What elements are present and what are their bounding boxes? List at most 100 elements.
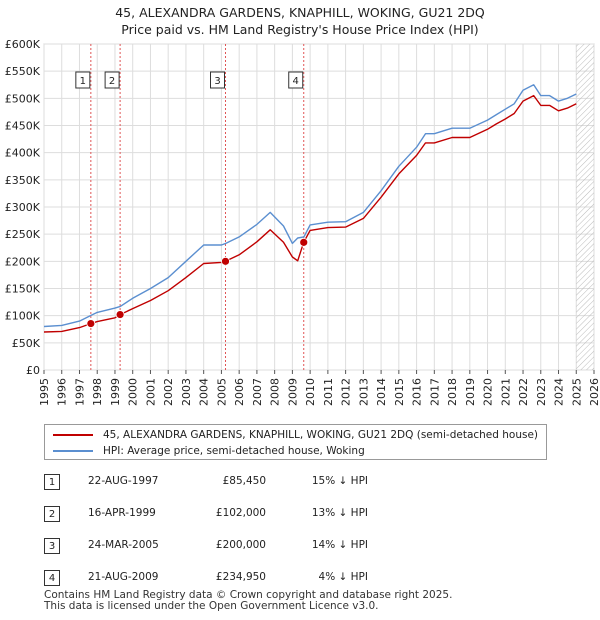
x-tick-label: 2019 [464,378,477,406]
x-tick-label: 2006 [233,378,246,406]
legend-item-hpi: HPI: Average price, semi-detached house,… [53,443,365,459]
x-tick-label: 2001 [144,378,157,406]
title-line-1: 45, ALEXANDRA GARDENS, KNAPHILL, WOKING,… [115,5,485,20]
sale-marker-boxes: 1 2 3 4 [75,71,304,89]
sale-point [86,319,96,328]
sales-row: 3 24-MAR-2005 £200,000 14% ↓ HPI [44,538,564,558]
y-axis-labels: £0 £50K £100K £150K £200K £250K £300K £350K £400… [5,38,41,377]
sale-point [221,256,230,266]
sale-marker-box [104,71,120,89]
x-tick-label: 2016 [411,378,424,406]
legend: 45, ALEXANDRA GARDENS, KNAPHILL, WOKING,… [44,424,547,460]
sale-hpi-diff: 13% ↓ HPI [311,507,368,519]
y-tick-label: £450K [5,120,41,133]
y-tick-label: £200K [5,255,41,268]
sale-marker-label: 1 [80,76,86,87]
sale-hpi-diff: 14% ↓ HPI [311,539,368,551]
sale-number-badge: 1 [44,474,60,490]
y-tick-label: £250K [5,228,41,241]
y-tick-label: £600K [5,38,41,51]
forecast-hatch [576,44,594,370]
grid [43,43,595,374]
sales-row: 2 16-APR-1999 £102,000 13% ↓ HPI [44,506,564,526]
x-tick-label: 2004 [198,378,211,406]
legend-swatch-property [53,434,93,436]
sale-hpi-diff: 4% ↓ HPI [318,571,368,583]
legend-item-property: 45, ALEXANDRA GARDENS, KNAPHILL, WOKING,… [53,427,538,443]
title-line-2: Price paid vs. HM Land Registry's House … [121,22,479,37]
sale-price: £85,450 [222,475,266,487]
legend-label-hpi: HPI: Average price, semi-detached house,… [103,445,365,457]
sale-price: £102,000 [215,507,266,519]
x-tick-label: 2003 [180,378,193,406]
sale-date: 21-AUG-2009 [88,571,159,583]
sale-marker-box [75,71,91,89]
x-tick-label: 2012 [340,378,353,406]
sale-marker-label: 2 [109,76,115,87]
footer-line-1: Contains HM Land Registry data © Crown c… [44,589,453,601]
sale-price: £200,000 [215,539,266,551]
x-tick-label: 2010 [304,378,317,406]
x-tick-label: 2002 [162,378,175,406]
sale-point [115,310,125,319]
sale-marker-box [210,71,225,89]
x-tick-label: 2018 [446,378,459,406]
y-tick-label: £350K [5,174,41,187]
footer-line-2: This data is licensed under the Open Gov… [44,600,379,612]
y-tick-label: £0 [26,364,40,377]
x-tick-label: 2017 [428,378,441,406]
y-tick-label: £400K [5,147,41,160]
sale-number-badge: 3 [44,538,60,554]
sale-marker-label: 4 [293,76,299,87]
property-series-line [44,94,577,333]
y-tick-label: £50K [12,337,41,350]
sales-row: 1 22-AUG-1997 £85,450 15% ↓ HPI [44,474,564,494]
sales-row: 4 21-AUG-2009 £234,950 4% ↓ HPI [44,570,564,590]
y-tick-label: £550K [5,65,41,78]
x-tick-label: 2026 [588,378,600,406]
sale-point [299,237,309,247]
sale-date: 22-AUG-1997 [88,475,159,487]
sale-date: 24-MAR-2005 [88,539,159,551]
x-tick-label: 2011 [322,378,335,406]
footer-notice: Contains HM Land Registry data © Crown c… [44,590,452,612]
x-tick-label: 2015 [393,378,406,406]
sale-number-badge: 4 [44,570,60,586]
x-tick-label: 2009 [286,378,299,406]
y-tick-label: £100K [5,310,41,323]
x-tick-label: 2013 [357,378,370,406]
legend-label-property: 45, ALEXANDRA GARDENS, KNAPHILL, WOKING,… [103,429,539,441]
x-tick-label: 1998 [91,378,104,406]
y-tick-label: £150K [5,283,41,296]
hpi-series-line [44,84,577,328]
x-tick-label: 2014 [375,378,388,406]
chart-title: 45, ALEXANDRA GARDENS, KNAPHILL, WOKING,… [0,4,600,38]
legend-swatch-hpi [53,450,93,452]
x-tick-label: 2020 [482,378,495,406]
y-tick-label: £500K [5,92,41,105]
x-tick-label: 1999 [109,378,122,406]
x-tick-label: 2022 [517,378,530,406]
x-axis-labels: 1995 1996 1997 1998 1999 2000 2001 2002 2003 2004… [38,378,600,406]
x-tick-label: 1995 [38,378,51,406]
series-lines [44,84,577,333]
x-tick-label: 2023 [535,378,548,406]
sale-number-badge: 2 [44,506,60,522]
sale-date: 16-APR-1999 [88,507,156,519]
sale-points [86,237,309,328]
x-tick-label: 2000 [127,378,140,406]
sale-price: £234,950 [215,571,266,583]
x-tick-label: 2005 [215,378,228,406]
sale-marker-label: 3 [214,76,220,87]
x-tick-label: 2025 [570,378,583,406]
sale-marker-box [288,71,304,89]
x-tick-label: 1997 [73,378,86,406]
x-tick-label: 2024 [553,378,566,406]
y-tick-label: £300K [5,201,41,214]
x-tick-label: 2008 [269,378,282,406]
x-tick-label: 1996 [56,378,69,406]
sale-hpi-diff: 15% ↓ HPI [311,475,368,487]
x-tick-label: 2021 [499,378,512,406]
price-chart: £0 £50K £100K £150K £200K £250K £300K £350K £400… [5,38,600,406]
x-tick-label: 2007 [251,378,264,406]
